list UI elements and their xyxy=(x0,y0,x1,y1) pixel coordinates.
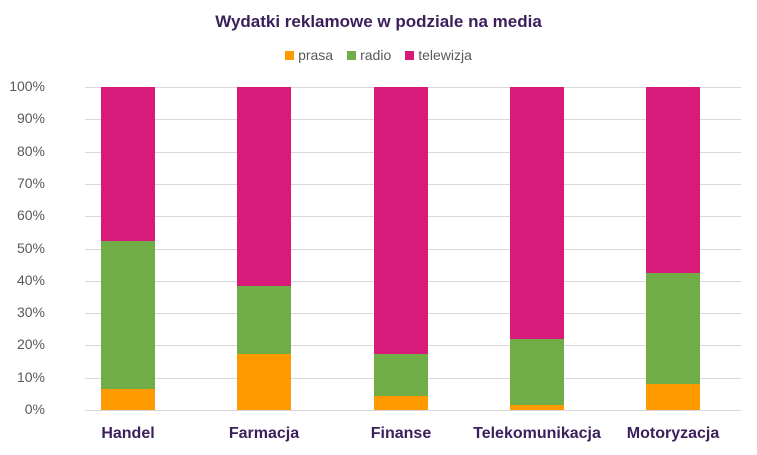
bar-segment-radio xyxy=(510,338,564,406)
gridline xyxy=(85,410,741,411)
legend-swatch-radio xyxy=(347,50,357,60)
y-tick-label: 70% xyxy=(16,174,45,191)
bar-segment-prasa xyxy=(374,396,428,410)
plot-area xyxy=(85,87,741,411)
legend-label: prasa xyxy=(298,47,334,63)
bar-finanse xyxy=(374,87,428,410)
bar-segment-telewizja xyxy=(374,87,428,355)
x-tick-label: Handel xyxy=(101,425,155,442)
x-tick-label: Motoryzacja xyxy=(626,425,720,442)
y-tick-label: 90% xyxy=(16,110,45,127)
legend-swatch-telewizja xyxy=(405,50,415,60)
y-tick-label: 0% xyxy=(24,401,45,417)
bar-telekomunikacja xyxy=(510,87,564,410)
y-tick-label: 40% xyxy=(16,271,45,288)
y-tick-label: 60% xyxy=(16,207,45,224)
x-tick-label: Telekomunikacja xyxy=(473,425,601,442)
bar-segment-telewizja xyxy=(237,87,291,286)
bar-segment-radio xyxy=(237,285,291,355)
x-tick-label: Farmacja xyxy=(228,425,300,442)
bar-farmacja xyxy=(237,87,291,410)
bar-handel xyxy=(101,87,155,410)
bar-segment-prasa xyxy=(101,389,155,410)
bar-segment-prasa xyxy=(646,384,700,410)
y-tick-label: 50% xyxy=(16,239,45,256)
legend-item-telewizja: telewizja xyxy=(405,47,472,63)
y-tick-label: 10% xyxy=(16,368,45,385)
y-tick-label: 100% xyxy=(9,78,45,94)
legend-swatch-prasa xyxy=(285,50,295,60)
bar-segment-prasa xyxy=(237,354,291,410)
legend: prasa radio telewizja xyxy=(0,47,757,63)
bar-segment-telewizja xyxy=(101,87,155,242)
bar-motoryzacja xyxy=(646,87,700,410)
x-tick-label: Finanse xyxy=(370,425,432,442)
bar-segment-telewizja xyxy=(510,87,564,339)
legend-label: radio xyxy=(360,47,392,63)
bar-segment-radio xyxy=(646,272,700,385)
bar-segment-radio xyxy=(374,354,428,397)
y-tick-label: 30% xyxy=(16,304,45,321)
bar-segment-radio xyxy=(101,241,155,390)
chart-title: Wydatki reklamowe w podziale na media xyxy=(215,12,542,31)
bar-segment-telewizja xyxy=(646,87,700,273)
y-tick-label: 80% xyxy=(16,142,45,159)
legend-label: telewizja xyxy=(418,47,472,63)
legend-item-radio: radio xyxy=(347,47,391,63)
y-tick-label: 20% xyxy=(16,336,45,353)
bar-segment-prasa xyxy=(510,405,564,410)
legend-item-prasa: prasa xyxy=(285,47,333,63)
